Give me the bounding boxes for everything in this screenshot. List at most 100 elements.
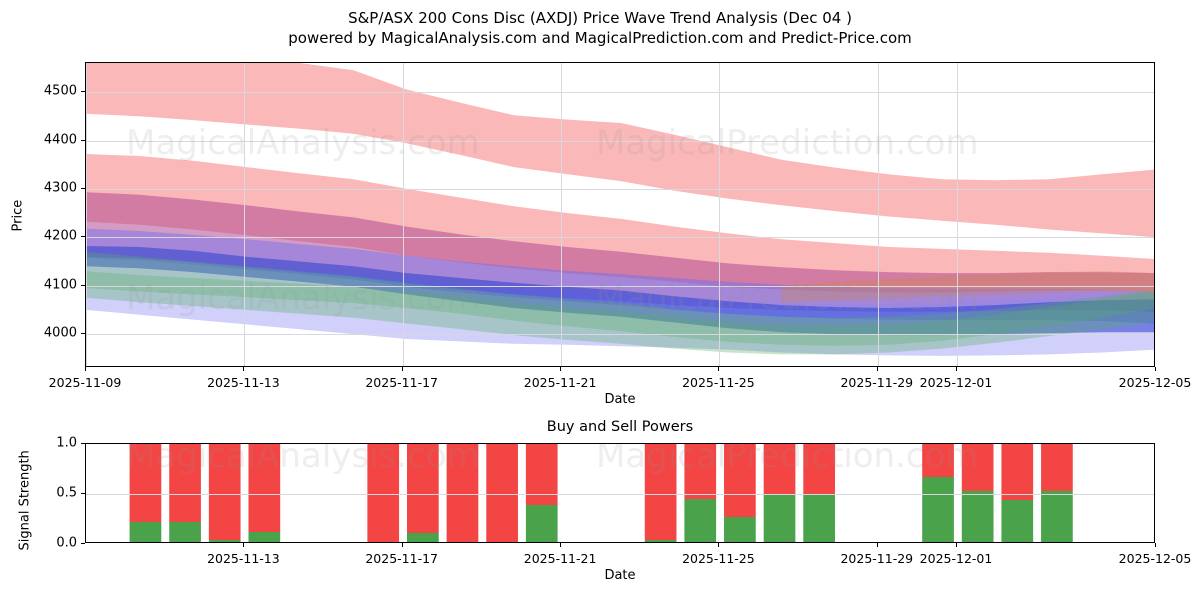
price-y-tick-label: 4500 bbox=[43, 83, 77, 99]
price-y-tick-mark bbox=[81, 284, 85, 286]
sell-power-bar bbox=[644, 444, 677, 540]
sell-power-bar bbox=[922, 444, 954, 477]
price-y-tick-label: 4100 bbox=[43, 277, 77, 293]
power-x-tick-mark bbox=[956, 543, 957, 547]
price-y-tick-label: 4300 bbox=[43, 180, 77, 196]
power-x-tick-mark bbox=[560, 543, 562, 547]
sell-power-bar bbox=[1001, 444, 1034, 500]
power-y-tick-mark bbox=[81, 493, 85, 494]
buy-power-bar bbox=[1001, 500, 1034, 542]
buy-power-bar bbox=[169, 522, 201, 542]
sell-power-bar bbox=[486, 444, 518, 542]
power-y-tick-label: 1.0 bbox=[56, 435, 77, 451]
price-x-tick-mark bbox=[718, 367, 720, 371]
sell-power-bar bbox=[763, 444, 796, 494]
page-subtitle: powered by MagicalAnalysis.com and Magic… bbox=[288, 29, 912, 47]
buy-power-bar bbox=[248, 532, 281, 542]
buy-power-bar bbox=[525, 505, 558, 542]
figure-title-block: S&P/ASX 200 Cons Disc (AXDJ) Price Wave … bbox=[0, 8, 1200, 48]
price-band-series bbox=[86, 63, 1154, 356]
buy-power-bar bbox=[407, 533, 439, 542]
price-x-tick-mark bbox=[956, 367, 957, 371]
buy-power-bar bbox=[644, 540, 677, 542]
price-x-tick-mark bbox=[560, 367, 562, 371]
gridline bbox=[86, 494, 1154, 495]
price-x-tick-label: 2025-11-13 bbox=[207, 375, 280, 390]
price-band-navy-trend-band bbox=[86, 246, 1154, 336]
price-x-tick-label: 2025-11-25 bbox=[682, 375, 755, 390]
price-y-tick-mark bbox=[81, 91, 85, 92]
sell-power-bar bbox=[169, 444, 201, 522]
power-x-tick-mark bbox=[876, 543, 878, 547]
price-x-tick-label: 2025-11-09 bbox=[48, 375, 122, 390]
buy-power-bar bbox=[684, 499, 717, 542]
buy-power-bar bbox=[208, 540, 241, 542]
price-y-tick-mark bbox=[81, 333, 85, 335]
power-x-tick-mark bbox=[1155, 543, 1156, 547]
buy-power-bar bbox=[763, 494, 796, 542]
gridline bbox=[561, 63, 563, 366]
page-title: S&P/ASX 200 Cons Disc (AXDJ) Price Wave … bbox=[348, 9, 852, 27]
sell-power-bar bbox=[407, 444, 439, 533]
gridline bbox=[402, 63, 404, 366]
price-x-tick-label: 2025-12-05 bbox=[1118, 375, 1192, 390]
buy-power-bar bbox=[1041, 491, 1073, 542]
power-chart-title: Buy and Sell Powers bbox=[546, 419, 694, 435]
price-x-tick-label: 2025-11-17 bbox=[365, 375, 439, 390]
price-x-tick-mark bbox=[401, 367, 403, 371]
price-y-tick-mark bbox=[81, 187, 85, 189]
price-y-axis-title: Price bbox=[10, 199, 26, 232]
price-x-tick-label: 2025-12-01 bbox=[919, 375, 993, 390]
power-x-tick-mark bbox=[401, 543, 403, 547]
sell-power-bar bbox=[248, 444, 281, 532]
gridline bbox=[86, 188, 1154, 190]
buy-power-bar bbox=[922, 477, 954, 542]
power-x-tick-mark bbox=[243, 543, 245, 547]
price-x-tick-mark bbox=[85, 367, 86, 371]
power-x-tick-label: 2025-11-25 bbox=[682, 551, 755, 566]
power-y-tick-label: 0.0 bbox=[56, 535, 77, 551]
price-band-orange-overlay-band bbox=[781, 271, 1154, 303]
power-y-axis-title: Signal Strength bbox=[17, 450, 33, 551]
power-bar-series bbox=[129, 444, 1073, 542]
price-band-green-support-band bbox=[86, 251, 1154, 355]
buy-power-bar bbox=[803, 494, 835, 542]
buy-power-bar bbox=[961, 491, 994, 542]
power-y-tick-label: 0.5 bbox=[56, 485, 77, 501]
power-x-tick-label: 2025-11-21 bbox=[523, 551, 597, 566]
gridline bbox=[86, 140, 1154, 142]
buy-power-bar bbox=[724, 517, 756, 542]
sell-power-bar bbox=[208, 444, 241, 540]
sell-power-bar bbox=[129, 444, 162, 522]
price-x-tick-mark bbox=[876, 367, 878, 371]
sell-power-bar bbox=[724, 444, 756, 517]
sell-power-bar bbox=[961, 444, 994, 491]
sell-power-bar bbox=[367, 444, 400, 542]
price-x-tick-mark bbox=[1155, 367, 1156, 371]
gridline bbox=[86, 63, 87, 366]
sell-power-bar bbox=[525, 444, 558, 505]
price-band-mid-resistance-band bbox=[86, 154, 1154, 293]
price-y-tick-mark bbox=[81, 236, 85, 238]
gridline bbox=[86, 285, 1154, 287]
sell-power-bar bbox=[803, 444, 835, 494]
power-x-tick-label: 2025-12-05 bbox=[1118, 551, 1192, 566]
price-band-magenta-core-band bbox=[86, 192, 1154, 312]
gridline bbox=[877, 63, 879, 366]
sell-power-bar bbox=[684, 444, 717, 499]
gridline bbox=[719, 63, 721, 366]
gridline bbox=[86, 334, 1154, 336]
gridline bbox=[86, 92, 1154, 93]
price-band-green-accent-band bbox=[86, 271, 1154, 346]
power-y-tick-mark bbox=[81, 443, 85, 444]
power-x-tick-mark bbox=[718, 543, 720, 547]
power-x-tick-label: 2025-12-01 bbox=[919, 551, 993, 566]
sell-power-bar bbox=[1041, 444, 1073, 491]
power-y-tick-mark bbox=[81, 543, 85, 544]
gridline bbox=[86, 237, 1154, 239]
buy-power-bar bbox=[129, 522, 162, 542]
price-band-blue-support-band bbox=[86, 228, 1154, 324]
price-y-tick-label: 4000 bbox=[43, 325, 77, 341]
